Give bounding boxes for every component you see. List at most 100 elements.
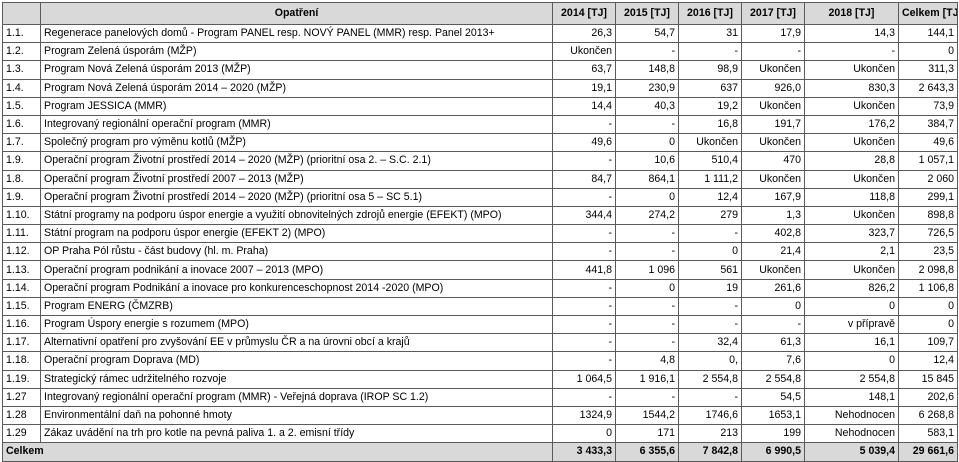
row-id: 1.29 <box>2 424 41 444</box>
row-2017: 17,9 <box>741 23 805 44</box>
row-2017: Ukončen <box>741 260 805 280</box>
row-2017: 926,0 <box>741 78 805 98</box>
header-2018: 2018 [TJ] <box>804 2 899 25</box>
row-id: 1.15. <box>2 296 41 317</box>
row-2014: - <box>552 278 616 298</box>
row-measure: Integrovaný regionální operační program … <box>40 114 553 135</box>
row-measure: Strategický rámec udržitelného rozvoje <box>40 369 553 389</box>
row-id: 1.10. <box>2 205 41 226</box>
table-row: 1.16. Program Úspory energie s rozumem (M… <box>2 314 958 335</box>
row-2015: - <box>615 387 679 407</box>
row-2017: 167,9 <box>741 187 805 207</box>
row-measure: Program ENERG (ČMZRB) <box>40 296 553 317</box>
row-2018: 118,8 <box>804 187 899 207</box>
table-row: 1.4. Program Nová Zelená úsporám 2014 – 2… <box>2 78 958 98</box>
row-total: 109,7 <box>898 333 958 353</box>
table-row: 1.6. Integrovaný regionální operační prog… <box>2 114 958 135</box>
row-2016: 279 <box>678 205 742 226</box>
row-2014: 0 <box>552 424 616 444</box>
row-2014: 26,3 <box>552 23 616 44</box>
row-total: 23,5 <box>898 242 958 262</box>
row-2016: 32,4 <box>678 333 742 353</box>
row-total: 2 098,8 <box>898 260 958 280</box>
row-2016: 19,2 <box>678 96 742 116</box>
row-total: 202,6 <box>898 387 958 407</box>
row-id: 1.9. <box>2 187 41 207</box>
row-2014: - <box>552 296 616 317</box>
row-2017: Ukončen <box>741 60 805 80</box>
row-measure: Operační program Životní prostředí 2007 … <box>40 169 553 189</box>
row-measure: Integrovaný regionální operační program … <box>40 387 553 407</box>
row-2018: 176,2 <box>804 114 899 135</box>
header-2015: 2015 [TJ] <box>615 2 679 25</box>
row-2014: 344,4 <box>552 205 616 226</box>
row-2017: 1653,1 <box>741 405 805 426</box>
row-measure: Operační program podnikání a inovace 200… <box>40 260 553 280</box>
row-2018: 148,1 <box>804 387 899 407</box>
table-header: Opatření 2014 [TJ] 2015 [TJ] 2016 [TJ] 2… <box>2 2 958 25</box>
row-id: 1.18. <box>2 351 41 371</box>
header-id <box>2 2 41 25</box>
total-2015: 6 355,6 <box>615 442 679 462</box>
row-2016: 213 <box>678 424 742 444</box>
total-2018: 5 039,4 <box>804 442 899 462</box>
row-2014: - <box>552 351 616 371</box>
row-2017: 54,5 <box>741 387 805 407</box>
row-2018: Nehodnocen <box>804 405 899 426</box>
row-2017: 470 <box>741 151 805 171</box>
row-2018: 28,8 <box>804 151 899 171</box>
row-total: 12,4 <box>898 351 958 371</box>
row-measure: Program Nová Zelená úsporám 2013 (MŽP) <box>40 60 553 80</box>
row-measure: Program Zelená úsporám (MŽP) <box>40 42 553 62</box>
row-2018: 323,7 <box>804 224 899 244</box>
row-total: 898,8 <box>898 205 958 226</box>
row-2015: 0 <box>615 133 679 153</box>
table-row: 1.27 Integrovaný regionální operační prog… <box>2 387 958 407</box>
row-measure: Program Úspory energie s rozumem (MPO) <box>40 314 553 335</box>
row-2015: 54,7 <box>615 23 679 44</box>
row-2015: - <box>615 224 679 244</box>
row-total: 299,1 <box>898 187 958 207</box>
row-2016: 510,4 <box>678 151 742 171</box>
row-2018: 2,1 <box>804 242 899 262</box>
row-2014: 1 064,5 <box>552 369 616 389</box>
row-2018: 830,3 <box>804 78 899 98</box>
row-measure: Alternativní opatření pro zvyšování EE v… <box>40 333 553 353</box>
table-row: 1.19. Strategický rámec udržitelného rozv… <box>2 369 958 389</box>
row-total: 0 <box>898 314 958 335</box>
row-measure: Státní programy na podporu úspor energie… <box>40 205 553 226</box>
row-2016: 31 <box>678 23 742 44</box>
row-id: 1.8. <box>2 169 41 189</box>
row-total: 15 845 <box>898 369 958 389</box>
row-2016: - <box>678 387 742 407</box>
row-measure: Regenerace panelových domů - Program PAN… <box>40 23 553 44</box>
row-total: 0 <box>898 296 958 317</box>
row-2018: Ukončen <box>804 133 899 153</box>
row-id: 1.17. <box>2 333 41 353</box>
row-id: 1.12. <box>2 242 41 262</box>
row-2016: 637 <box>678 78 742 98</box>
row-2014: 1324,9 <box>552 405 616 426</box>
row-2014: 14,4 <box>552 96 616 116</box>
row-2016: Ukončen <box>678 133 742 153</box>
total-2016: 7 842,8 <box>678 442 742 462</box>
row-total: 73,9 <box>898 96 958 116</box>
total-total: 29 661,6 <box>898 442 958 462</box>
row-2017: Ukončen <box>741 96 805 116</box>
table-row: 1.5. Program JESSICA (MMR) 14,4 40,3 19,2 Uko… <box>2 96 958 116</box>
header-total: Celkem [TJ] <box>898 2 958 25</box>
row-2018: Nehodnocen <box>804 424 899 444</box>
row-id: 1.5. <box>2 96 41 116</box>
row-total: 1 057,1 <box>898 151 958 171</box>
table-row: 1.1. Regenerace panelových domů - Program… <box>2 23 958 44</box>
row-id: 1.28 <box>2 405 41 426</box>
total-2017: 6 990,5 <box>741 442 805 462</box>
row-id: 1.16. <box>2 314 41 335</box>
row-measure: Program JESSICA (MMR) <box>40 96 553 116</box>
row-2017: Ukončen <box>741 133 805 153</box>
row-2017: 61,3 <box>741 333 805 353</box>
row-2014: - <box>552 224 616 244</box>
table-row: 1.13. Operační program podnikání a inovac… <box>2 260 958 280</box>
row-id: 1.7. <box>2 133 41 153</box>
